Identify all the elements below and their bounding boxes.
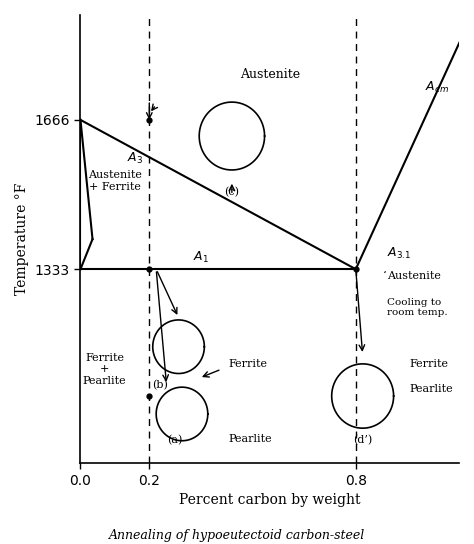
Text: (d’): (d’) — [353, 435, 372, 445]
Text: $A_{3.1}$: $A_{3.1}$ — [387, 246, 411, 261]
Text: (a): (a) — [167, 435, 183, 445]
Text: Annealing of hypoeutectoid carbon-steel: Annealing of hypoeutectoid carbon-steel — [109, 529, 365, 542]
Text: (c): (c) — [224, 187, 239, 197]
Text: Ferrite: Ferrite — [228, 359, 267, 369]
Text: $A_3$: $A_3$ — [128, 151, 144, 166]
Text: $A_1$: $A_1$ — [193, 250, 209, 265]
Text: Austenite: Austenite — [387, 271, 441, 281]
X-axis label: Percent carbon by weight: Percent carbon by weight — [179, 493, 361, 507]
Text: (b): (b) — [152, 380, 167, 390]
Text: Pearlite: Pearlite — [228, 434, 272, 444]
Text: Cooling to
room temp.: Cooling to room temp. — [387, 298, 447, 317]
Text: $A_{cm}$: $A_{cm}$ — [425, 80, 448, 95]
Text: Austenite: Austenite — [240, 68, 300, 81]
Text: Ferrite
+
Pearlite: Ferrite + Pearlite — [83, 353, 127, 386]
Text: Austenite
+ Ferrite: Austenite + Ferrite — [88, 170, 142, 191]
Y-axis label: Temperature °F: Temperature °F — [15, 183, 29, 295]
Text: Pearlite: Pearlite — [409, 384, 453, 393]
Text: Ferrite: Ferrite — [409, 359, 448, 369]
